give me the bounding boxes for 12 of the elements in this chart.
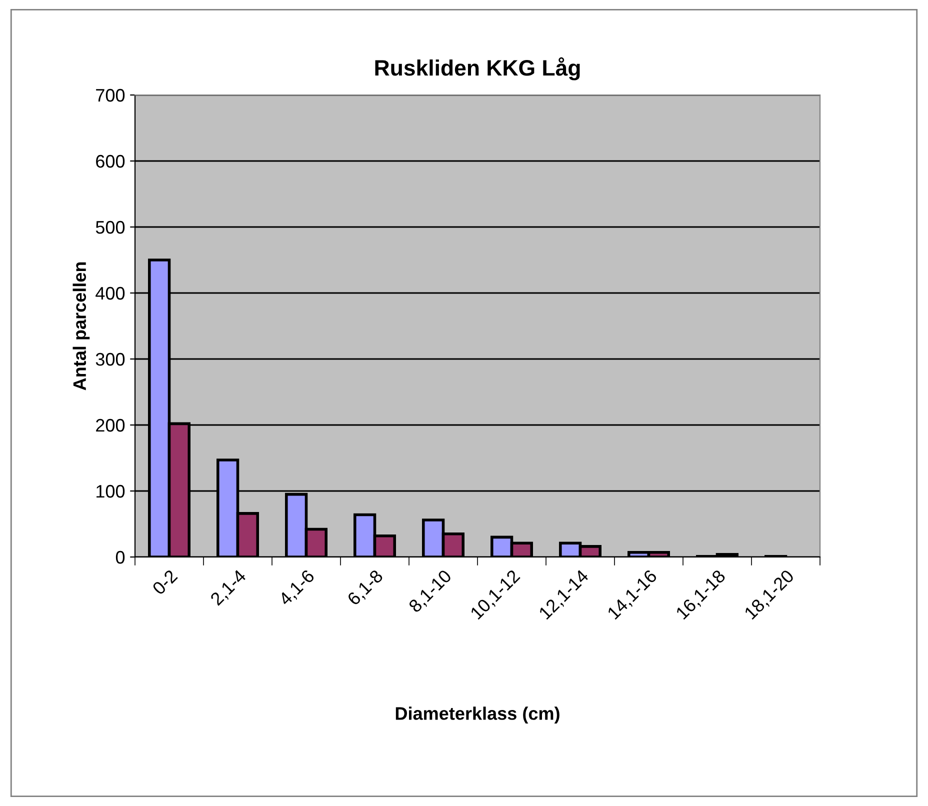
y-tick-label: 300 bbox=[96, 352, 125, 366]
y-tick-label: 400 bbox=[96, 286, 125, 300]
y-tick-label: 100 bbox=[96, 484, 125, 498]
y-tick-label: 700 bbox=[96, 88, 125, 102]
y-axis-title: Antal parcellen bbox=[72, 262, 90, 390]
y-tick-label: 600 bbox=[96, 154, 125, 168]
x-axis-title: Diameterklass (cm) bbox=[396, 706, 560, 724]
y-tick-label: 200 bbox=[96, 418, 125, 432]
x-tick-label: 0-2 bbox=[152, 569, 178, 596]
chart-title: Ruskliden KKG Låg bbox=[375, 57, 580, 80]
y-tick-label: 500 bbox=[96, 220, 125, 234]
y-tick-label: 0 bbox=[116, 550, 125, 564]
